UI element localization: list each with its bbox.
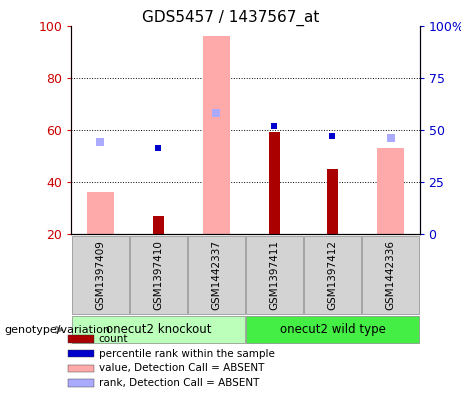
Text: GSM1397410: GSM1397410 bbox=[154, 240, 164, 310]
Text: GSM1442336: GSM1442336 bbox=[385, 240, 396, 310]
Bar bbox=[327, 169, 338, 234]
Text: onecut2 knockout: onecut2 knockout bbox=[106, 323, 211, 336]
Text: GSM1397409: GSM1397409 bbox=[95, 240, 106, 310]
Text: GDS5457 / 1437567_at: GDS5457 / 1437567_at bbox=[142, 10, 319, 26]
Text: onecut2 wild type: onecut2 wild type bbox=[279, 323, 385, 336]
Text: rank, Detection Call = ABSENT: rank, Detection Call = ABSENT bbox=[99, 378, 259, 388]
FancyBboxPatch shape bbox=[246, 316, 420, 343]
Text: GSM1397412: GSM1397412 bbox=[327, 240, 337, 310]
FancyBboxPatch shape bbox=[188, 236, 245, 314]
Text: percentile rank within the sample: percentile rank within the sample bbox=[99, 349, 274, 359]
FancyBboxPatch shape bbox=[71, 236, 130, 314]
Bar bbox=[269, 132, 280, 234]
FancyBboxPatch shape bbox=[130, 236, 188, 314]
Bar bbox=[203, 36, 230, 234]
FancyBboxPatch shape bbox=[303, 236, 361, 314]
Bar bbox=[378, 148, 403, 234]
Text: GSM1397411: GSM1397411 bbox=[270, 240, 279, 310]
Text: genotype/variation: genotype/variation bbox=[5, 325, 111, 335]
Text: count: count bbox=[99, 334, 128, 344]
Bar bbox=[153, 216, 164, 234]
Bar bbox=[68, 336, 94, 343]
FancyBboxPatch shape bbox=[71, 316, 245, 343]
FancyBboxPatch shape bbox=[361, 236, 420, 314]
Bar bbox=[68, 350, 94, 357]
Bar bbox=[68, 379, 94, 387]
Bar bbox=[68, 365, 94, 372]
Bar bbox=[88, 192, 113, 234]
Text: GSM1442337: GSM1442337 bbox=[212, 240, 221, 310]
FancyBboxPatch shape bbox=[246, 236, 303, 314]
Text: value, Detection Call = ABSENT: value, Detection Call = ABSENT bbox=[99, 364, 264, 373]
